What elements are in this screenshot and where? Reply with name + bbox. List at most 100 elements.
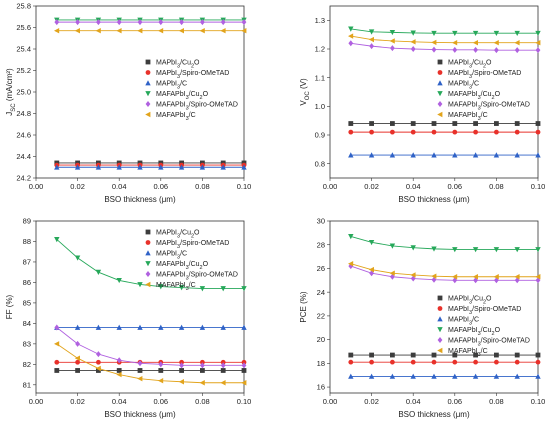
data-point — [116, 357, 122, 364]
data-point — [535, 30, 541, 37]
data-point — [535, 247, 541, 253]
legend-marker — [437, 337, 443, 343]
plot-frame — [329, 5, 539, 179]
data-point — [137, 375, 143, 382]
data-point — [137, 164, 143, 170]
series-line — [350, 28, 538, 34]
data-point — [95, 269, 102, 275]
data-point — [74, 255, 81, 261]
data-point — [241, 28, 247, 34]
legend-label: MAPbI3/Cu2O — [448, 296, 492, 306]
series-mafapbi3-cu2o — [348, 26, 541, 37]
data-point — [137, 28, 143, 34]
data-point — [220, 368, 226, 373]
legend-label: MAFAPbI3/Spiro-OMeTAD — [448, 102, 530, 112]
y-axis-title: JSC (mA/cm²) — [5, 68, 17, 116]
y-tick-label: 16 — [317, 383, 325, 392]
data-point — [178, 28, 184, 34]
y-tick-label: 86 — [23, 278, 31, 287]
x-tick-label: 0.02 — [70, 182, 85, 191]
data-point — [54, 237, 60, 243]
data-point — [95, 164, 102, 170]
series-mafapbi3-c — [348, 33, 541, 46]
y-tick-label: 24 — [317, 288, 325, 297]
legend-marker — [437, 101, 443, 107]
data-point — [220, 28, 226, 34]
data-point — [494, 121, 499, 126]
data-point — [389, 29, 396, 36]
series-mafapbi3-spiro-ometad — [54, 324, 247, 369]
data-point — [410, 359, 416, 365]
data-point — [74, 324, 81, 330]
x-tick-label: 0.04 — [406, 397, 421, 406]
x-tick-label: 0.08 — [489, 182, 504, 191]
data-point — [472, 373, 479, 379]
legend-label: MAFAPbI3/C — [156, 282, 196, 292]
data-point — [472, 152, 479, 158]
legend-label: MAPbI3/Cu2O — [156, 230, 200, 240]
legend-label: MAPbI3/Spiro-OMeTAD — [448, 306, 521, 316]
plot-frame — [329, 220, 539, 394]
data-point — [535, 47, 541, 54]
data-point — [348, 261, 354, 267]
data-point — [75, 19, 80, 26]
data-point — [514, 373, 520, 379]
x-tick-label: 0.10 — [237, 182, 252, 191]
data-point — [535, 129, 541, 135]
data-point — [348, 359, 354, 365]
legend-marker — [437, 91, 443, 97]
data-point — [137, 19, 143, 26]
legend-marker — [145, 281, 151, 288]
y-tick-label: 30 — [317, 217, 325, 226]
data-point — [241, 324, 247, 330]
legend-label: MAFAPbI3/Cu2O — [448, 91, 501, 101]
data-point — [535, 359, 541, 365]
series-mafapbi3-c — [54, 28, 247, 34]
data-point — [452, 359, 458, 365]
legend: MAPbI3/Cu2OMAPbI3/Spiro-OMeTADMAPbI3/CMA… — [145, 230, 238, 292]
data-point — [179, 368, 184, 373]
data-point — [137, 324, 143, 330]
y-axis-title: FF (%) — [5, 294, 14, 319]
data-point — [220, 324, 226, 330]
data-point — [178, 379, 184, 385]
data-point — [348, 352, 354, 358]
y-tick-label: 87 — [23, 258, 31, 267]
data-point — [158, 19, 164, 26]
y-tick-label: 0.9 — [315, 131, 325, 140]
data-point — [390, 359, 395, 365]
x-tick-label: 0.10 — [237, 397, 252, 406]
data-point — [116, 371, 122, 378]
data-point — [178, 285, 185, 291]
y-axis-title: PCE (%) — [299, 291, 308, 322]
legend-label: MAFAPbI3/C — [448, 112, 488, 122]
data-point — [493, 247, 500, 253]
y-axis-title: VOC (V) — [299, 78, 311, 106]
y-tick-label: 26 — [317, 264, 325, 273]
series-line — [56, 327, 244, 366]
data-point — [158, 368, 164, 373]
data-point — [431, 352, 437, 358]
legend-marker — [437, 80, 443, 86]
data-point — [54, 28, 60, 34]
data-point — [514, 39, 520, 46]
data-point — [389, 243, 396, 249]
data-point — [389, 270, 395, 276]
legend-label: MAPbI3/Spiro-OMeTAD — [156, 70, 229, 80]
y-tick-label: 25.6 — [16, 23, 31, 32]
series-mafapbi3-spiro-ometad — [54, 19, 247, 26]
y-tick-label: 20 — [317, 335, 325, 344]
data-point — [452, 39, 458, 46]
data-point — [178, 324, 185, 330]
x-tick-label: 0.08 — [195, 397, 210, 406]
data-point — [410, 121, 416, 126]
legend-label: MAPbI3/C — [448, 81, 479, 91]
series-mapbi3-cu2o — [348, 352, 541, 358]
y-tick-label: 24.8 — [16, 109, 31, 118]
data-point — [348, 121, 354, 126]
x-axis-title: BSO thickness (μm) — [398, 195, 470, 204]
data-point — [390, 45, 395, 52]
legend-label: MAPbI3/Spiro-OMeTAD — [156, 240, 229, 250]
